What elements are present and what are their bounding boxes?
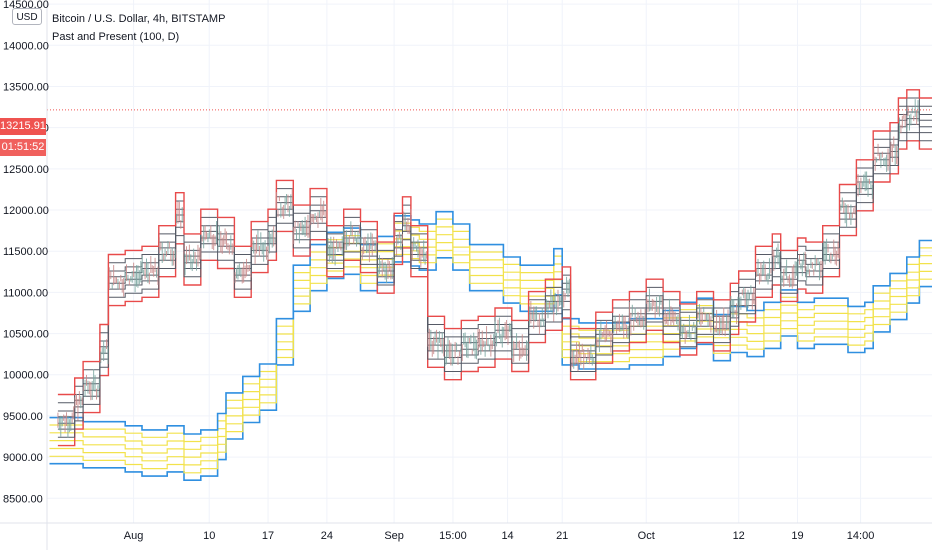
past-band-line (49, 226, 932, 450)
x-tick-label: 15:00 (439, 530, 467, 542)
past-band-line (49, 249, 932, 474)
x-tick-label: Sep (384, 530, 404, 542)
y-tick-label: 14000.00 (3, 40, 49, 52)
x-tick-label: 14 (501, 530, 513, 542)
past-band-line (49, 242, 932, 466)
y-tick-label: 8500.00 (3, 493, 43, 505)
candles (57, 99, 919, 438)
past-band-line (49, 218, 932, 443)
y-tick-label: 10000.00 (3, 370, 49, 382)
past-band-edge (49, 210, 932, 435)
y-tick-label: 13500.00 (3, 81, 49, 93)
x-tick-label: 21 (556, 530, 568, 542)
y-tick-label: 12000.00 (3, 205, 49, 217)
bar-countdown-tag: 01:51:52 (0, 139, 46, 156)
price-axis[interactable]: 8500.00 9000.00 9500.00 10000.00 10500.00 110… (3, 0, 49, 505)
present-band-edge (57, 140, 932, 447)
y-tick-label: 9000.00 (3, 452, 43, 464)
symbol-title[interactable]: Bitcoin / U.S. Dollar, 4h, BITSTAMP (52, 13, 226, 25)
time-axis[interactable]: Aug 10 17 24 Sep 15:00 14 21 Oct 12 19 14:00 (124, 530, 875, 542)
x-tick-label: 14:00 (847, 530, 875, 542)
x-tick-label: 17 (262, 530, 274, 542)
past-band-edge (49, 257, 932, 481)
x-tick-label: 24 (321, 530, 333, 542)
x-tick-label: Oct (638, 530, 655, 542)
present-band-edge (57, 89, 932, 396)
y-tick-label: 12500.00 (3, 164, 49, 176)
past-band-line (49, 234, 932, 458)
x-tick-label: 10 (203, 530, 215, 542)
last-price-tag: 13215.91 (0, 118, 46, 135)
y-tick-label: 14500.00 (3, 0, 49, 11)
x-tick-label: 19 (791, 530, 803, 542)
y-tick-label: 10500.00 (3, 329, 49, 341)
present-band-line (57, 118, 932, 424)
currency-button[interactable]: USD (12, 8, 42, 25)
x-tick-label: 12 (733, 530, 745, 542)
y-tick-label: 11500.00 (3, 246, 48, 258)
y-tick-label: 11000.00 (3, 287, 48, 299)
x-tick-label: Aug (124, 530, 144, 542)
indicator-legend[interactable]: Past and Present (100, D) (52, 31, 180, 43)
y-tick-label: 9500.00 (3, 411, 43, 423)
past-bands (49, 210, 932, 481)
